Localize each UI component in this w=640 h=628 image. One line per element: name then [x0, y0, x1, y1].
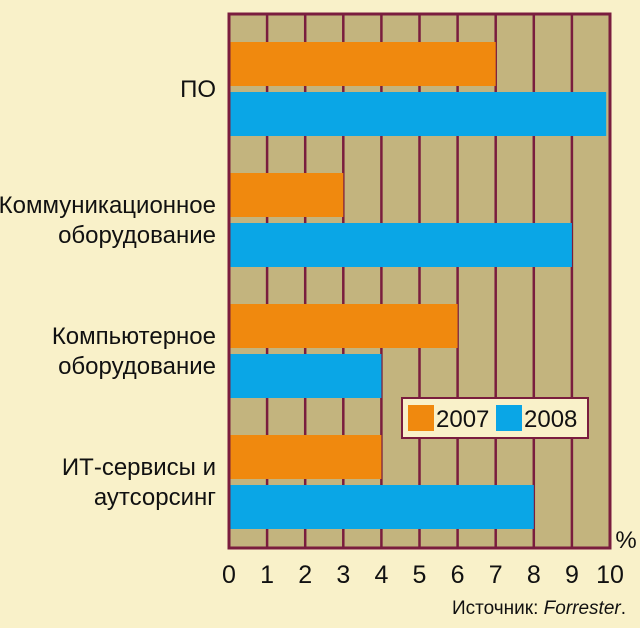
- plot-frame: [227, 12, 612, 550]
- tick-label-6: 6: [451, 561, 465, 589]
- legend: 2007 2008: [401, 397, 589, 439]
- bar-2007-0: [229, 42, 496, 86]
- category-label-2: Компьютерное оборудование: [52, 323, 216, 380]
- category-label-line: оборудование: [58, 222, 216, 249]
- tick-label-7: 7: [489, 561, 503, 589]
- category-label-1: Коммуникационное оборудование: [0, 192, 216, 249]
- category-label-line: оборудование: [58, 353, 216, 380]
- category-label-line: аутсорсинг: [94, 484, 216, 511]
- source-label: Источник: Forrester.: [452, 598, 626, 619]
- bar-2008-0: [229, 92, 607, 136]
- bar-2007-2: [229, 304, 458, 348]
- category-label-0: ПО: [180, 76, 216, 103]
- bar-2008-2: [229, 354, 382, 398]
- legend-swatch-2008: [496, 405, 522, 431]
- legend-label-2008: 2008: [524, 406, 577, 433]
- legend-swatch-2007: [408, 405, 434, 431]
- tick-label-0: 0: [222, 561, 236, 589]
- bar-2007-1: [229, 173, 344, 217]
- tick-label-10: 10: [596, 561, 624, 589]
- x-axis-ticks: 0 1 2 3 4 5 6 7 8 9 10: [222, 561, 624, 589]
- category-label-line: ПО: [180, 76, 216, 103]
- category-label-line: Коммуникационное: [0, 192, 216, 219]
- source-prefix: Источник:: [452, 598, 544, 619]
- tick-label-9: 9: [565, 561, 579, 589]
- bar-2008-3: [229, 485, 534, 529]
- legend-label-2007: 2007: [436, 406, 489, 433]
- category-label-3: ИТ-сервисы и аутсорсинг: [62, 454, 216, 511]
- source-name: Forrester: [544, 598, 622, 619]
- tick-label-4: 4: [374, 561, 388, 589]
- bars: [229, 42, 607, 529]
- unit-label: %: [615, 527, 636, 554]
- tick-label-3: 3: [336, 561, 350, 589]
- category-label-line: ИТ-сервисы и: [62, 454, 216, 481]
- tick-label-5: 5: [413, 561, 427, 589]
- tick-label-1: 1: [260, 561, 274, 589]
- bar-2007-3: [229, 435, 382, 479]
- bar-2008-1: [229, 223, 572, 267]
- source-suffix: .: [621, 598, 626, 619]
- tick-label-2: 2: [298, 561, 312, 589]
- tick-label-8: 8: [527, 561, 541, 589]
- category-label-line: Компьютерное: [52, 323, 216, 350]
